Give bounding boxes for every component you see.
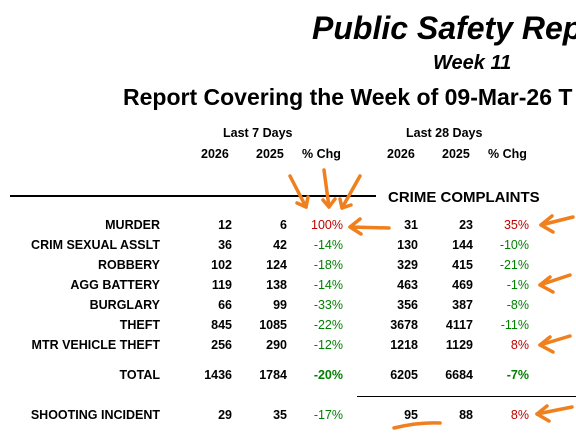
row-theft-label: THEFT	[119, 318, 160, 332]
annotation-arrow-4	[348, 225, 391, 230]
report-week: Week 11	[433, 52, 512, 74]
row-mtr-vehicle-theft-b7: 290	[266, 338, 287, 352]
row-murder-c28: 35%	[503, 218, 529, 232]
row-shooting-incident-c28: 8%	[510, 408, 529, 422]
row-crim-sexual-asslt-a28: 130	[397, 238, 418, 252]
row-shooting-incident-b7: 35	[273, 408, 287, 422]
annotation-arrow-8pct	[538, 334, 572, 347]
report-title: Public Safety Rep	[312, 10, 576, 46]
annotation-arrow-35	[539, 215, 575, 227]
header-last-7-days: Last 7 Days	[223, 126, 293, 140]
row-robbery-c28: -21%	[499, 258, 529, 272]
annotation-arrow-shoot	[535, 405, 574, 416]
row-mtr-vehicle-theft-label: MTR VEHICLE THEFT	[31, 338, 160, 352]
annotation-arrow-shoot-head	[535, 404, 551, 423]
row-robbery-a28: 329	[397, 258, 418, 272]
row-mtr-vehicle-theft-a28: 1218	[390, 338, 418, 352]
row-murder-a28: 31	[404, 218, 418, 232]
header-7-year-b: 2025	[256, 147, 284, 161]
shooting-divider	[357, 396, 576, 397]
row-crim-sexual-asslt-c7: -14%	[313, 238, 343, 252]
row-agg-battery-b7: 138	[266, 278, 287, 292]
annotation-arrow-3	[340, 174, 362, 210]
annotation-arrow-1pct-head	[538, 275, 555, 294]
row-theft-c28: -11%	[500, 318, 529, 332]
header-7-year-a: 2026	[201, 147, 229, 161]
row-agg-battery-a28: 463	[397, 278, 418, 292]
row-murder-label: MURDER	[105, 218, 160, 232]
header-28-year-a: 2026	[387, 147, 415, 161]
header-7-chg: % Chg	[302, 147, 341, 161]
row-mtr-vehicle-theft-c7: -12%	[313, 338, 343, 352]
row-murder-a7: 12	[218, 218, 232, 232]
row-agg-battery-label: AGG BATTERY	[70, 278, 160, 292]
header-28-year-b: 2025	[442, 147, 470, 161]
row-agg-battery-c7: -14%	[313, 278, 343, 292]
annotation-arrow-2	[322, 168, 331, 209]
row-crim-sexual-asslt-c28: -10%	[499, 238, 529, 252]
row-total-b28: 6684	[445, 368, 473, 382]
annotation-arrow-35-head	[539, 214, 555, 234]
row-crim-sexual-asslt-b7: 42	[273, 238, 287, 252]
row-total-c7: -20%	[313, 368, 343, 382]
row-murder-b7: 6	[280, 218, 287, 232]
row-burglary-c28: -8%	[506, 298, 529, 312]
annotation-arrow-1	[288, 174, 308, 209]
annotation-underline-95	[392, 421, 442, 430]
report-covering: Report Covering the Week of 09-Mar-26 T	[123, 84, 573, 110]
row-burglary-a7: 66	[218, 298, 232, 312]
row-robbery-a7: 102	[211, 258, 232, 272]
row-theft-a28: 3678	[390, 318, 418, 332]
row-theft-b28: 4117	[445, 318, 473, 332]
row-robbery-b28: 415	[452, 258, 473, 272]
row-agg-battery-c28: -1%	[506, 278, 529, 292]
row-crim-sexual-asslt-b28: 144	[452, 238, 473, 252]
row-total-a7: 1436	[204, 368, 232, 382]
row-burglary-a28: 356	[397, 298, 418, 312]
annotation-arrow-2-head	[321, 197, 337, 209]
row-total-b7: 1784	[259, 368, 287, 382]
row-total-c28: -7%	[506, 368, 529, 382]
row-robbery-c7: -18%	[313, 258, 343, 272]
annotation-arrow-3-head	[338, 197, 353, 210]
row-mtr-vehicle-theft-a7: 256	[211, 338, 232, 352]
row-mtr-vehicle-theft-b28: 1129	[445, 338, 473, 352]
row-theft-c7: -22%	[313, 318, 343, 332]
row-robbery-label: ROBBERY	[97, 258, 160, 272]
row-crim-sexual-asslt-a7: 36	[218, 238, 232, 252]
annotation-arrow-1-head	[295, 195, 310, 209]
row-total-a28: 6205	[390, 368, 418, 382]
row-total-label: TOTAL	[119, 368, 160, 382]
row-shooting-incident-c7: -17%	[313, 408, 343, 422]
row-shooting-incident-b28: 88	[459, 408, 473, 422]
row-theft-a7: 845	[211, 318, 232, 332]
row-murder-c7: 100%	[311, 218, 343, 232]
row-shooting-incident-label: SHOOTING INCIDENT	[30, 408, 160, 422]
row-burglary-b7: 99	[273, 298, 287, 312]
annotation-arrow-4-head	[348, 217, 363, 236]
row-robbery-b7: 124	[266, 258, 287, 272]
annotation-arrow-1pct	[538, 273, 572, 287]
row-mtr-vehicle-theft-c28: 8%	[510, 338, 529, 352]
row-theft-b7: 1085	[259, 318, 287, 332]
row-burglary-c7: -33%	[313, 298, 343, 312]
row-burglary-label: BURGLARY	[89, 298, 160, 312]
header-last-28-days: Last 28 Days	[406, 126, 483, 140]
row-shooting-incident-a7: 29	[218, 408, 232, 422]
row-crim-sexual-asslt-label: CRIM SEXUAL ASSLT	[31, 238, 160, 252]
row-agg-battery-a7: 119	[211, 278, 232, 292]
row-shooting-incident-a28: 95	[404, 408, 418, 422]
row-murder-b28: 23	[459, 218, 473, 232]
row-agg-battery-b28: 469	[452, 278, 473, 292]
section-rule	[10, 195, 376, 197]
row-burglary-b28: 387	[452, 298, 473, 312]
header-28-chg: % Chg	[488, 147, 527, 161]
annotation-arrow-8pct-head	[538, 335, 555, 354]
section-title: CRIME COMPLAINTS	[388, 189, 540, 206]
